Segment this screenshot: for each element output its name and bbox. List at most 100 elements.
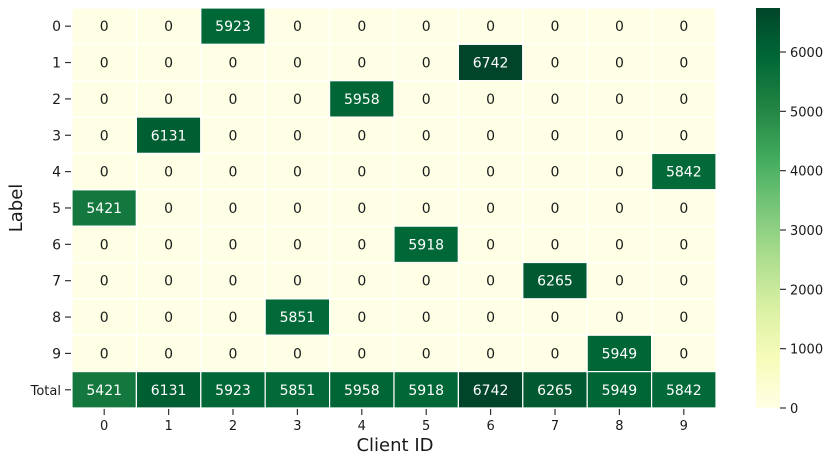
cell-value-label: 0 — [293, 56, 302, 72]
cell-value-label: 0 — [679, 274, 688, 290]
cell-value-label: 5842 — [666, 165, 702, 181]
cell-value-label: 0 — [164, 92, 173, 108]
heatmap-cell — [650, 7, 717, 45]
cell-value-label: 0 — [486, 19, 495, 35]
cell-value-label: 0 — [293, 346, 302, 362]
cell-value-label: 5851 — [280, 310, 316, 326]
heatmap-cell — [393, 116, 460, 155]
colorbar — [756, 8, 780, 408]
cell-value-label: 0 — [293, 92, 302, 108]
cell-value-label: 0 — [551, 128, 560, 144]
cell-value-label: 0 — [357, 237, 366, 253]
cell-value-label: 0 — [293, 237, 302, 253]
heatmap-cell — [650, 43, 717, 82]
heatmap-cell — [200, 80, 266, 118]
heatmap-cell — [650, 116, 717, 155]
heatmap-cell — [650, 334, 717, 373]
cell-value-label: 0 — [422, 201, 431, 217]
heatmap-cell — [457, 225, 524, 264]
heatmap-cell — [135, 152, 202, 191]
cell-value-label: 0 — [100, 274, 109, 290]
heatmap-cell — [329, 334, 395, 373]
cell-value-label: 0 — [679, 237, 688, 253]
cell-value-label: 0 — [100, 92, 109, 108]
cell-value-label: 0 — [486, 237, 495, 253]
heatmap-cell — [457, 116, 524, 155]
x-tick-label: 3 — [293, 419, 301, 434]
cell-value-label: 0 — [422, 274, 431, 290]
x-tick-label: 0 — [100, 419, 108, 434]
cell-value-label: 0 — [293, 128, 302, 144]
cell-value-label: 6265 — [537, 383, 573, 399]
cell-value-label: 0 — [615, 92, 624, 108]
heatmap-cell — [329, 261, 395, 300]
cell-value-label: 0 — [679, 56, 688, 72]
cell-value-label: 0 — [164, 274, 173, 290]
heatmap-cell — [135, 371, 202, 409]
cell-value-label: 0 — [164, 56, 173, 72]
cell-value-label: 5958 — [344, 383, 380, 399]
cell-value-label: 0 — [486, 165, 495, 181]
cell-value-label: 0 — [679, 201, 688, 217]
cell-value-label: 0 — [357, 56, 366, 72]
heatmap-cell — [71, 189, 138, 227]
cell-value-label: 0 — [486, 310, 495, 326]
cell-value-label: 0 — [422, 128, 431, 144]
heatmap-cell — [71, 334, 138, 373]
cell-value-label: 0 — [229, 274, 238, 290]
colorbar-ticks: 0 1000 2000 3000 4000 5000 6000 — [780, 46, 823, 417]
cell-value-label: 0 — [422, 165, 431, 181]
x-axis-label: Client ID — [356, 435, 433, 456]
heatmap-cell — [522, 334, 588, 373]
cell-value-label: 6742 — [473, 383, 509, 399]
cell-value-label: 5923 — [215, 19, 251, 35]
heatmap-cell — [264, 261, 331, 300]
cell-value-label: 0 — [486, 128, 495, 144]
colorbar-tick-label: 1000 — [790, 343, 823, 358]
cell-value-label: 0 — [357, 346, 366, 362]
cell-value-label: 0 — [229, 310, 238, 326]
cell-value-label: 0 — [100, 346, 109, 362]
heatmap-cell — [522, 80, 588, 118]
cell-value-label: 0 — [100, 310, 109, 326]
cell-value-label: 0 — [100, 165, 109, 181]
heatmap-cell — [522, 43, 588, 82]
cell-value-label: 0 — [615, 128, 624, 144]
heatmap-cell — [650, 152, 717, 191]
cell-value-label: 5949 — [602, 346, 638, 362]
heatmap-cell — [135, 43, 202, 82]
heatmap-cell — [522, 371, 588, 409]
cell-value-label: 0 — [229, 56, 238, 72]
cell-value-label: 5958 — [344, 92, 380, 108]
cell-value-label: 0 — [293, 165, 302, 181]
cell-value-label: 0 — [551, 201, 560, 217]
cell-value-label: 5851 — [280, 383, 316, 399]
heatmap-cell — [393, 189, 460, 227]
heatmap-cell — [329, 189, 395, 227]
heatmap-cell — [586, 298, 653, 336]
cell-value-label: 0 — [615, 237, 624, 253]
cell-value-label: 0 — [293, 19, 302, 35]
heatmap-cell — [586, 225, 653, 264]
x-tick-labels: 0 1 2 3 4 5 6 7 8 9 — [100, 408, 688, 434]
heatmap-cell — [393, 7, 460, 45]
heatmap-cell — [135, 80, 202, 118]
y-tick-label: 9 — [52, 346, 61, 362]
heatmap-cell — [200, 189, 266, 227]
cell-value-label: 0 — [293, 201, 302, 217]
heatmap-cell — [135, 7, 202, 45]
colorbar-tick-label: 0 — [790, 402, 798, 417]
heatmap-cell — [522, 152, 588, 191]
cell-value-label: 0 — [486, 92, 495, 108]
cell-value-label: 0 — [229, 346, 238, 362]
heatmap-cell — [522, 261, 588, 300]
cell-value-label: 0 — [229, 128, 238, 144]
cell-value-label: 6742 — [473, 56, 509, 72]
y-tick-label: 2 — [52, 92, 61, 108]
heatmap-cell — [393, 152, 460, 191]
cell-value-label: 0 — [486, 201, 495, 217]
heatmap-cell — [135, 261, 202, 300]
colorbar-tick-label: 6000 — [790, 46, 823, 61]
cell-value-label: 0 — [551, 19, 560, 35]
heatmap-cell — [522, 225, 588, 264]
